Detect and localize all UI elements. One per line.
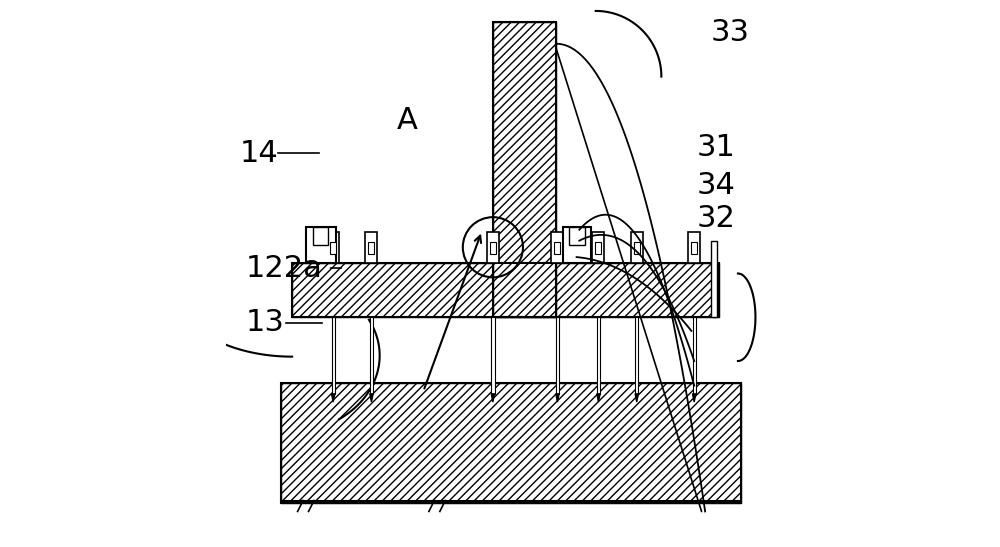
Text: 33: 33	[710, 18, 749, 48]
Bar	[330, 242, 336, 254]
Bar	[493, 22, 556, 317]
Bar	[487, 232, 499, 263]
Polygon shape	[693, 394, 696, 402]
Text: 122a: 122a	[245, 253, 322, 283]
Bar	[693, 317, 696, 394]
Bar	[688, 232, 700, 263]
Bar	[281, 383, 741, 503]
Bar	[634, 242, 640, 254]
Text: 32: 32	[697, 204, 736, 234]
Bar	[491, 317, 495, 394]
Polygon shape	[332, 394, 335, 402]
Bar	[292, 263, 719, 317]
Bar	[597, 317, 600, 394]
Bar	[691, 242, 697, 254]
Bar	[595, 242, 601, 254]
Text: 34: 34	[697, 171, 736, 201]
Bar	[493, 22, 556, 317]
Bar	[327, 232, 339, 263]
Text: A: A	[397, 106, 417, 135]
Bar	[569, 227, 585, 245]
Bar	[554, 242, 560, 254]
Text: 31: 31	[697, 133, 736, 162]
Bar	[551, 232, 563, 263]
Polygon shape	[370, 394, 373, 402]
Text: 13: 13	[245, 308, 284, 337]
Polygon shape	[635, 394, 638, 402]
Bar	[563, 227, 591, 263]
Bar	[313, 227, 328, 245]
Polygon shape	[597, 394, 600, 402]
Bar	[490, 242, 496, 254]
Bar	[306, 227, 336, 263]
Bar	[556, 317, 559, 394]
Bar	[635, 317, 638, 394]
Text: 14: 14	[240, 138, 279, 168]
Polygon shape	[491, 394, 495, 402]
Bar	[368, 242, 374, 254]
Bar	[332, 317, 335, 394]
Bar	[365, 232, 377, 263]
Bar	[711, 241, 717, 317]
Bar	[592, 232, 604, 263]
Bar	[631, 232, 643, 263]
Bar	[281, 383, 741, 503]
Bar	[292, 263, 719, 317]
Polygon shape	[556, 394, 559, 402]
Bar	[370, 317, 373, 394]
